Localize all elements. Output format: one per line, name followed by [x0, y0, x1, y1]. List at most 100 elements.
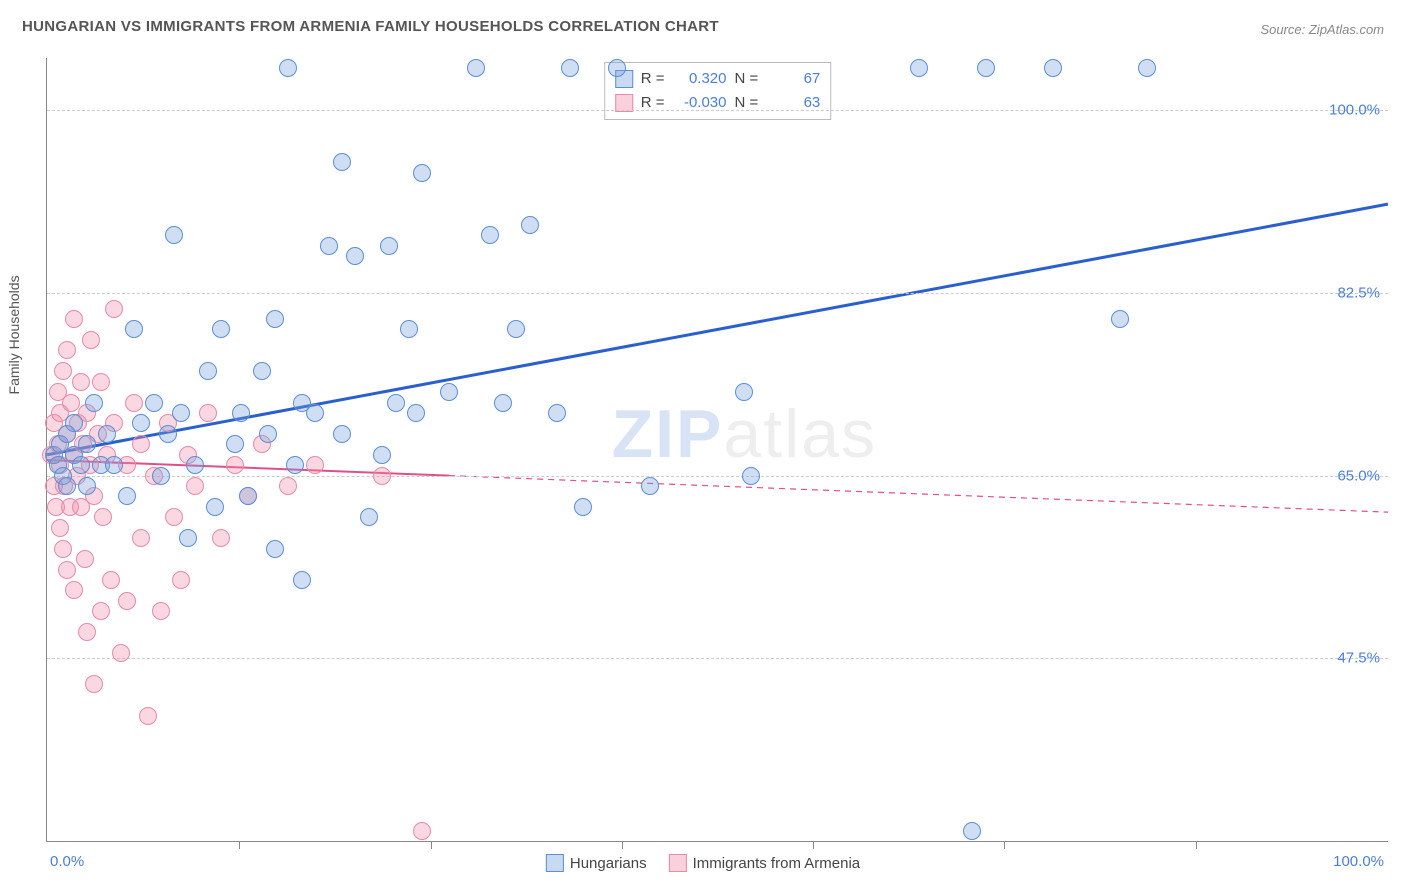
- scatter-point: [72, 456, 90, 474]
- scatter-point: [92, 373, 110, 391]
- scatter-point: [239, 487, 257, 505]
- series1-name: Hungarians: [570, 855, 647, 872]
- scatter-point: [320, 237, 338, 255]
- n-label: N =: [735, 67, 759, 91]
- scatter-point: [608, 59, 626, 77]
- scatter-point: [253, 362, 271, 380]
- scatter-point: [387, 394, 405, 412]
- scatter-point: [742, 467, 760, 485]
- x-tick: [1004, 841, 1005, 849]
- chart-title: HUNGARIAN VS IMMIGRANTS FROM ARMENIA FAM…: [22, 18, 719, 35]
- scatter-point: [125, 394, 143, 412]
- x-tick: [622, 841, 623, 849]
- scatter-point: [58, 477, 76, 495]
- x-axis-max-label: 100.0%: [1333, 853, 1384, 870]
- legend-row-series1: R = 0.320 N = 67: [615, 67, 821, 91]
- scatter-point: [286, 456, 304, 474]
- scatter-point: [118, 487, 136, 505]
- scatter-point: [266, 310, 284, 328]
- swatch-series2: [669, 854, 687, 872]
- x-axis-min-label: 0.0%: [50, 853, 84, 870]
- n-value-series1: 67: [766, 67, 820, 91]
- scatter-point: [145, 394, 163, 412]
- scatter-point: [306, 456, 324, 474]
- scatter-point: [440, 383, 458, 401]
- gridline-h: [47, 658, 1388, 659]
- scatter-point: [58, 561, 76, 579]
- scatter-point: [373, 467, 391, 485]
- scatter-point: [467, 59, 485, 77]
- scatter-point: [507, 320, 525, 338]
- y-tick-label: 82.5%: [1337, 284, 1380, 301]
- scatter-point: [62, 394, 80, 412]
- scatter-point: [963, 822, 981, 840]
- legend-item-series2: Immigrants from Armenia: [669, 854, 861, 872]
- scatter-point: [279, 59, 297, 77]
- x-tick: [431, 841, 432, 849]
- scatter-point: [232, 404, 250, 422]
- legend-row-series2: R = -0.030 N = 63: [615, 91, 821, 115]
- scatter-point: [400, 320, 418, 338]
- scatter-point: [226, 456, 244, 474]
- r-value-series1: 0.320: [673, 67, 727, 91]
- y-tick-label: 47.5%: [1337, 650, 1380, 667]
- scatter-point: [58, 341, 76, 359]
- scatter-point: [333, 153, 351, 171]
- scatter-point: [1138, 59, 1156, 77]
- scatter-point: [152, 602, 170, 620]
- scatter-point: [735, 383, 753, 401]
- r-label: R =: [641, 67, 665, 91]
- scatter-point: [226, 435, 244, 453]
- scatter-point: [152, 467, 170, 485]
- correlation-legend: R = 0.320 N = 67 R = -0.030 N = 63: [604, 62, 832, 120]
- scatter-point: [78, 435, 96, 453]
- trend-lines-svg: [47, 58, 1388, 841]
- scatter-point: [132, 414, 150, 432]
- x-tick: [1196, 841, 1197, 849]
- scatter-point: [102, 571, 120, 589]
- legend-item-series1: Hungarians: [546, 854, 647, 872]
- scatter-point: [132, 529, 150, 547]
- scatter-point: [212, 320, 230, 338]
- scatter-point: [481, 226, 499, 244]
- scatter-point: [85, 394, 103, 412]
- scatter-point: [51, 519, 69, 537]
- gridline-h: [47, 476, 1388, 477]
- scatter-point: [65, 414, 83, 432]
- scatter-point: [641, 477, 659, 495]
- scatter-point: [212, 529, 230, 547]
- scatter-point: [78, 477, 96, 495]
- watermark-atlas: atlas: [723, 396, 877, 472]
- scatter-point: [105, 300, 123, 318]
- scatter-point: [72, 373, 90, 391]
- scatter-point: [98, 425, 116, 443]
- n-label: N =: [735, 91, 759, 115]
- chart-plot-area: ZIPatlas R = 0.320 N = 67 R = -0.030 N =…: [46, 58, 1388, 842]
- scatter-point: [92, 602, 110, 620]
- scatter-point: [306, 404, 324, 422]
- scatter-point: [82, 331, 100, 349]
- swatch-series1: [546, 854, 564, 872]
- scatter-point: [186, 456, 204, 474]
- scatter-point: [1111, 310, 1129, 328]
- y-axis-label: Family Households: [6, 275, 22, 394]
- gridline-h: [47, 293, 1388, 294]
- scatter-point: [413, 164, 431, 182]
- x-tick: [239, 841, 240, 849]
- scatter-point: [1044, 59, 1062, 77]
- scatter-point: [279, 477, 297, 495]
- scatter-point: [94, 508, 112, 526]
- scatter-point: [910, 59, 928, 77]
- y-tick-label: 100.0%: [1329, 102, 1380, 119]
- scatter-point: [373, 446, 391, 464]
- y-tick-label: 65.0%: [1337, 467, 1380, 484]
- series-legend: Hungarians Immigrants from Armenia: [546, 854, 860, 872]
- x-tick: [813, 841, 814, 849]
- scatter-point: [407, 404, 425, 422]
- scatter-point: [54, 362, 72, 380]
- scatter-point: [85, 675, 103, 693]
- watermark-zip: ZIP: [612, 396, 724, 472]
- scatter-point: [65, 310, 83, 328]
- gridline-h: [47, 110, 1388, 111]
- scatter-point: [172, 404, 190, 422]
